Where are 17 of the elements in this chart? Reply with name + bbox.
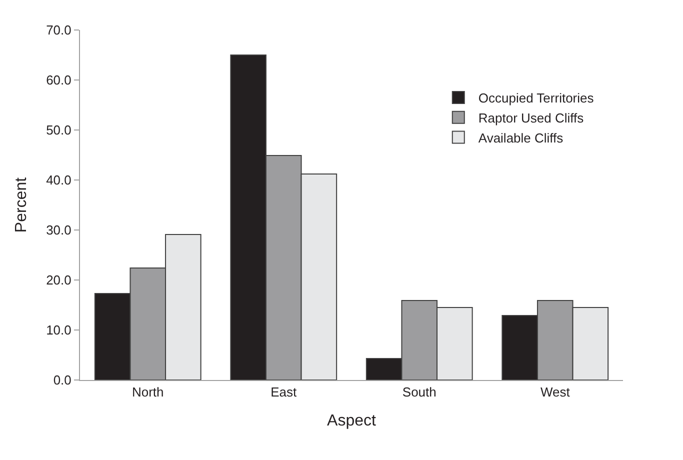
y-tick-label: 60.0 [46, 72, 72, 88]
y-tick-label: 0.0 [53, 372, 72, 388]
y-tick-label: 50.0 [46, 122, 72, 138]
y-tick-label: 30.0 [46, 222, 72, 238]
y-axis-title: Percent [12, 176, 30, 233]
y-tick-label: 70.0 [46, 22, 72, 38]
x-tick-label: South [402, 384, 436, 400]
legend-label: Available Cliffs [478, 130, 564, 146]
x-tick-label: North [132, 384, 164, 400]
y-tick-label: 40.0 [46, 172, 72, 188]
y-tick-label: 10.0 [46, 322, 72, 338]
legend-label: Occupied Territories [478, 90, 594, 106]
x-tick-label: West [540, 384, 570, 400]
legend-label: Raptor Used Cliffs [478, 110, 584, 126]
y-tick-label: 20.0 [46, 272, 72, 288]
x-axis-title: Aspect [327, 412, 377, 430]
x-tick-label: East [270, 384, 298, 400]
